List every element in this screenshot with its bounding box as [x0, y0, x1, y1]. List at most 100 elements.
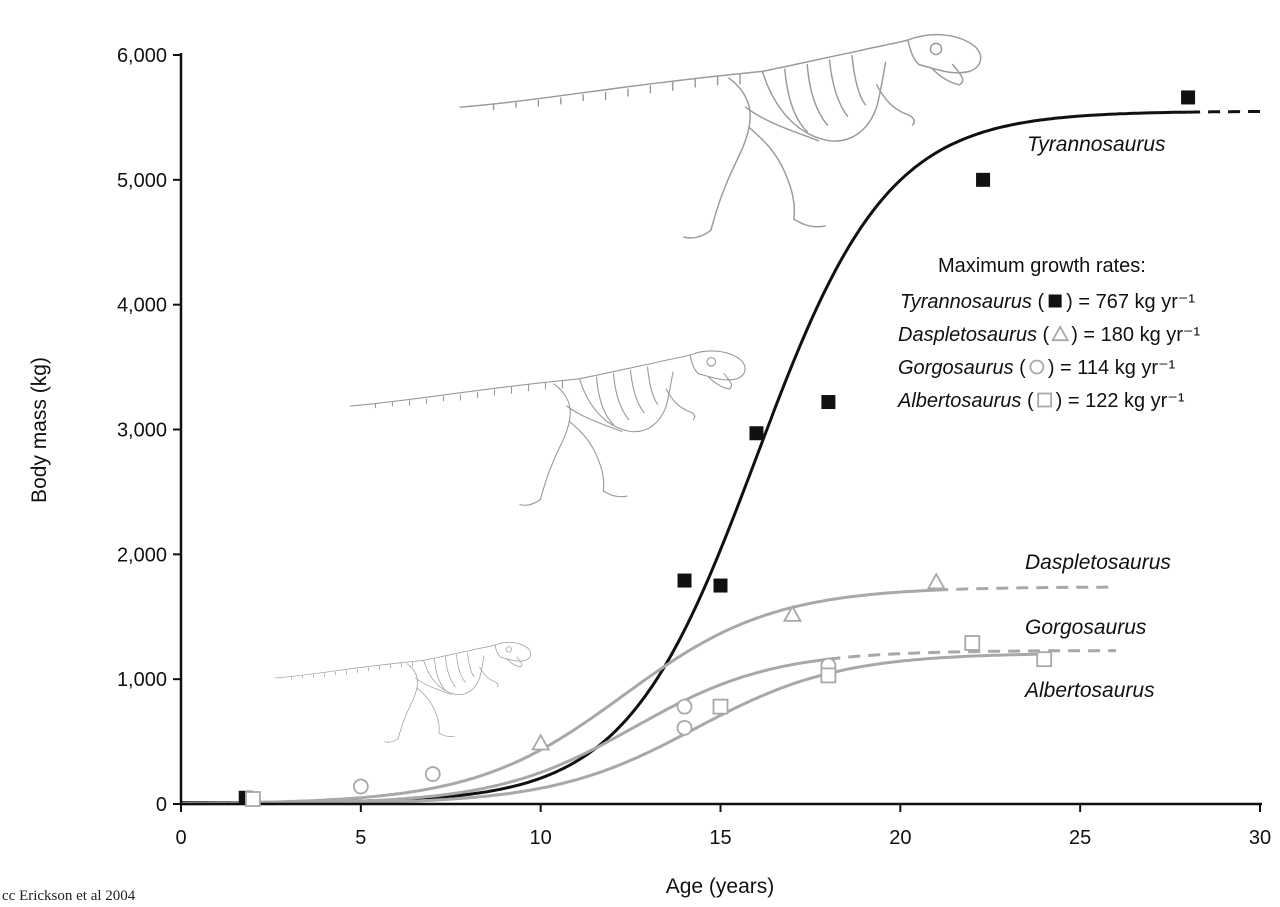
juvenile-skeleton-stroke-1	[291, 661, 413, 680]
image-credit: cc Erickson et al 2004	[2, 888, 136, 904]
data-points	[238, 90, 1196, 807]
x-tick-label: 10	[530, 827, 552, 849]
juvenile-skeleton-stroke-9	[384, 732, 455, 743]
tyrannosaurus-point	[677, 573, 692, 588]
growth-rate-marker	[1051, 324, 1070, 342]
juvenile-skeleton-stroke-7	[397, 663, 418, 739]
albertosaurus-point	[820, 667, 837, 684]
growth-rate-marker	[1037, 392, 1053, 408]
tyrannosaurus-skeleton-stroke-3	[929, 42, 964, 86]
tyrannosaurus-skeleton-stroke-9	[683, 218, 826, 239]
growth-rate-species: Daspletosaurus	[898, 324, 1037, 346]
albertosaurus-label: Albertosaurus	[1023, 679, 1155, 702]
x-tick-label: 20	[889, 827, 911, 849]
growth-rate-value: ) = 180 kg yr⁻¹	[1071, 324, 1200, 346]
tyrannosaurus-skeleton-stroke-6	[875, 84, 915, 126]
gorgosaurus-curve-extension	[828, 649, 1117, 661]
growth-rate-row: Albertosaurus () = 122 kg yr⁻¹	[897, 390, 1185, 412]
gorgosaurus-point	[676, 698, 693, 715]
daspletosaurus-skeleton-stroke-7	[539, 383, 571, 501]
daspletosaurus-skeleton-stroke-10	[566, 405, 623, 433]
y-tick-label: 4,000	[117, 295, 167, 317]
daspletosaurus-curve	[181, 588, 937, 805]
daspletosaurus-skeleton-stroke-3	[706, 357, 733, 390]
gorgosaurus-point	[424, 766, 441, 782]
growth-rate-marker	[1048, 294, 1062, 308]
tyrannosaurus-point	[1181, 90, 1196, 105]
y-tick-label: 3,000	[117, 420, 167, 442]
juvenile-skeleton-stroke-5	[434, 652, 475, 691]
tyrannosaurus-label: Tyrannosaurus	[1027, 133, 1166, 156]
y-tick-label: 0	[156, 794, 167, 816]
daspletosaurus-skeleton-stroke-5	[595, 366, 659, 426]
growth-rate-marker	[1029, 359, 1045, 375]
y-tick-label: 6,000	[117, 45, 167, 67]
growth-rate-value: ) = 114 kg yr⁻¹	[1048, 357, 1176, 379]
gorgosaurus-label: Gorgosaurus	[1025, 616, 1147, 639]
tyrannosaurus-skeleton-stroke-1	[492, 73, 741, 111]
tyrannosaurus-skeleton-stroke-4	[761, 61, 887, 142]
tyrannosaurus-point	[976, 172, 991, 187]
growth-rate-row: Gorgosaurus ( ) = 114 kg yr⁻¹	[898, 357, 1176, 379]
skeleton-illustrations	[274, 33, 982, 743]
tyrannosaurus-curve-extension	[1188, 110, 1260, 114]
daspletosaurus-skeleton-stroke-1	[374, 380, 564, 409]
juvenile-skeleton-stroke-3	[505, 646, 523, 668]
albertosaurus-point	[712, 698, 729, 715]
tyrannosaurus-skeleton-stroke-7	[710, 77, 751, 232]
albertosaurus-point	[1036, 651, 1053, 668]
tyrannosaurus-skeleton-stroke-10	[744, 106, 820, 142]
daspletosaurus-skeleton-stroke-9	[519, 490, 628, 506]
y-tick-label: 2,000	[117, 544, 167, 566]
growth-rate-value: ) = 767 kg yr⁻¹	[1066, 291, 1195, 313]
tyrannosaurus-skeleton-stroke-5	[784, 54, 867, 133]
daspletosaurus-label: Daspletosaurus	[1025, 551, 1171, 574]
tyrannosaurus-skeleton	[459, 33, 982, 239]
growth-rate-species: Tyrannosaurus	[900, 291, 1032, 313]
x-tick-label: 0	[175, 827, 186, 849]
growth-rates-note: Maximum growth rates: Tyrannosaurus ( ) =…	[897, 255, 1200, 412]
growth-rates-heading: Maximum growth rates:	[938, 255, 1146, 277]
gorgosaurus-curve	[181, 657, 829, 806]
gorgosaurus-point	[352, 778, 369, 795]
growth-rate-open: (	[1037, 324, 1050, 346]
growth-rate-value: ) = 122 kg yr⁻¹	[1056, 390, 1185, 412]
albertosaurus-point	[964, 635, 981, 651]
x-axis-title: Age (years)	[666, 875, 775, 898]
daspletosaurus-skeleton-stroke-2	[689, 350, 746, 381]
gorgosaurus-point	[676, 719, 693, 736]
daspletosaurus-curve-extension	[936, 585, 1117, 592]
juvenile-skeleton-stroke-8	[416, 687, 440, 734]
growth-rate-open: (	[1014, 357, 1027, 379]
growth-rate-species: Gorgosaurus	[898, 357, 1014, 379]
tyrannosaurus-skeleton-stroke-0	[459, 39, 909, 108]
albertosaurus-curve	[181, 652, 1045, 806]
daspletosaurus-skeleton	[349, 350, 746, 506]
daspletosaurus-skeleton-stroke-6	[665, 388, 696, 421]
y-tick-label: 1,000	[117, 669, 167, 691]
juvenile-skeleton-stroke-4	[423, 655, 485, 695]
x-tick-label: 25	[1069, 827, 1091, 849]
tyrannosaurus-point	[749, 426, 764, 441]
tyrannosaurus-point	[713, 578, 728, 593]
tyrannosaurus-skeleton-stroke-8	[748, 126, 796, 220]
daspletosaurus-point	[531, 733, 551, 751]
series-labels: Tyrannosaurus Daspletosaurus Gorgosaurus Al…	[1023, 133, 1171, 702]
daspletosaurus-point	[926, 572, 946, 590]
tyrannosaurus-point	[821, 395, 836, 410]
daspletosaurus-skeleton-stroke-8	[568, 420, 605, 492]
y-tick-label: 5,000	[117, 170, 167, 192]
y-axis-title: Body mass (kg)	[28, 357, 51, 503]
x-tick-label: 30	[1249, 827, 1271, 849]
x-tick-label: 5	[355, 827, 366, 849]
tyrannosaurus-skeleton-stroke-2	[907, 33, 982, 74]
x-tick-label: 15	[709, 827, 731, 849]
growth-rate-row: Daspletosaurus ( ) = 180 kg yr⁻¹	[898, 324, 1200, 346]
juvenile-skeleton	[274, 642, 532, 743]
juvenile-skeleton-stroke-6	[479, 666, 499, 688]
growth-rate-row: Tyrannosaurus ( ) = 767 kg yr⁻¹	[900, 291, 1195, 313]
growth-rate-open: (	[1032, 291, 1045, 313]
growth-rate-species: Albertosaurus	[897, 390, 1021, 412]
juvenile-skeleton-stroke-10	[414, 677, 452, 695]
